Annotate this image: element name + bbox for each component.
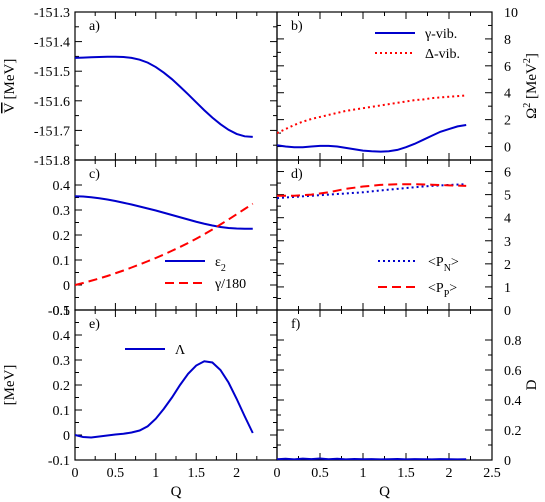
y-tick-label: 0.4 xyxy=(53,179,71,194)
legend-label: <PN> xyxy=(428,255,459,274)
series-line-b-1 xyxy=(277,94,467,134)
panel-label-a: a) xyxy=(89,19,100,34)
x-tick-label: 1 xyxy=(152,466,159,481)
y-tick-label: 1 xyxy=(504,281,511,296)
y-tick-label: -151.7 xyxy=(34,124,70,139)
x-tick-label: 1.5 xyxy=(397,466,415,481)
y-tick-label: 6 xyxy=(504,166,511,181)
series-line-f-0 xyxy=(277,457,467,460)
y-tick-label: 0 xyxy=(63,429,70,444)
x-tick-label: 0 xyxy=(72,466,79,481)
series-line-d-0 xyxy=(277,183,467,200)
y-tick-label: 2 xyxy=(504,114,511,129)
y-tick-label: 10 xyxy=(504,6,518,21)
y-tick-label: 4 xyxy=(504,87,511,102)
y-tick-label: 8 xyxy=(504,33,511,48)
y-tick-label: 0 xyxy=(504,304,511,319)
panel-frame-e xyxy=(74,309,278,461)
legend-label: Λ xyxy=(175,343,186,358)
y-tick-label: -151.3 xyxy=(34,6,70,21)
panel-c: -0.1 0 0.1 0.2 0.3 0.4 c) ε2 γ/180 xyxy=(48,159,278,319)
y-tick-label: 3 xyxy=(504,235,511,250)
panel-frame-a xyxy=(74,11,278,161)
y-axis-label-right: Ω2 [MeV2] xyxy=(522,53,540,119)
series-line-c-1 xyxy=(75,202,254,286)
x-tick-label: 2 xyxy=(446,466,453,481)
y-tick-label: 0.3 xyxy=(53,204,71,219)
series-line-b-0 xyxy=(277,124,467,153)
y-tick-label: 0.1 xyxy=(53,404,71,419)
x-tick-label: 0 xyxy=(274,466,281,481)
y-tick-label: 5 xyxy=(504,189,511,204)
x-axis-label: Q xyxy=(379,484,390,500)
x-axis-label: Q xyxy=(171,484,182,500)
y-tick-label: 0 xyxy=(504,454,511,469)
y-tick-label: 0.2 xyxy=(53,379,71,394)
y-tick-label: 6 xyxy=(504,60,511,75)
y-tick-label: 0.4 xyxy=(53,329,71,344)
panel-label-c: c) xyxy=(89,167,100,182)
panel-frame-f xyxy=(276,309,493,461)
panel-label-f: f) xyxy=(291,317,301,332)
x-tick-label: 2.5 xyxy=(483,466,501,481)
y-axis-label: V[MeV] xyxy=(2,59,18,114)
y-axis-label: [MeV] xyxy=(2,365,18,406)
panel-f: 0 0.2 0.4 0.6 0.8 0 0.5 1 1.5 2 2.5 Qf) D xyxy=(274,309,540,500)
legend-label: <PP> xyxy=(428,281,457,300)
y-axis-label-right: D xyxy=(524,379,540,390)
x-tick-label: 0.5 xyxy=(107,466,125,481)
x-tick-label: 1.5 xyxy=(187,466,205,481)
x-tick-label: 0.5 xyxy=(311,466,329,481)
panel-label-d: d) xyxy=(291,167,303,182)
y-tick-label: -151.6 xyxy=(34,95,70,110)
panel-d: 0 1 2 3 4 5 6 d) <PN> <PP> xyxy=(276,159,511,319)
y-tick-label: -0.1 xyxy=(48,454,70,469)
x-tick-label: 2 xyxy=(233,466,240,481)
series-line-c-0 xyxy=(75,195,253,230)
panel-a: -151.8 -151.7 -151.6 -151.5 -151.4 -151.3 a) V[… xyxy=(2,6,278,169)
legend-label: ε2 xyxy=(215,255,226,274)
series-line-a-0 xyxy=(75,55,253,138)
legend-label: γ-vib. xyxy=(424,27,457,42)
y-tick-label: 0.4 xyxy=(504,394,522,409)
y-tick-label: 0.6 xyxy=(504,364,522,379)
y-tick-label: 4 xyxy=(504,212,511,227)
y-tick-label: 0.2 xyxy=(504,424,522,439)
panel-e: -0.100.10.20.30.40.50 0.5 1 1.5 2Qe)[MeV]Λ xyxy=(2,304,278,500)
y-tick-label: 0.2 xyxy=(53,229,71,244)
panel-label-b: b) xyxy=(291,19,303,34)
y-tick-label: 0.1 xyxy=(53,254,71,269)
panel-frame-c xyxy=(74,159,278,311)
x-tick-label: 1 xyxy=(360,466,367,481)
y-tick-label: 2 xyxy=(504,258,511,273)
legend-label: γ/180 xyxy=(214,277,246,292)
y-tick-label: 0 xyxy=(504,141,511,156)
y-tick-label: 0.8 xyxy=(504,334,522,349)
legend-label: Δ-vib. xyxy=(425,47,460,62)
panel-frame-b xyxy=(276,11,493,161)
y-tick-label: 0.5 xyxy=(53,304,71,319)
y-tick-label: -0.1 xyxy=(48,304,70,319)
y-tick-label: 0.3 xyxy=(53,354,71,369)
y-tick-label: -151.5 xyxy=(34,65,70,80)
y-tick-label: -151.4 xyxy=(34,36,70,51)
series-line-e-0 xyxy=(75,360,254,439)
series-line-d-1 xyxy=(277,183,467,197)
panel-label-e: e) xyxy=(89,317,100,332)
panel-b: 0 2 4 6 8 10 b) Ω2 [MeV2] γ-vib. Δ-vib. xyxy=(276,6,540,161)
y-tick-label: -151.8 xyxy=(34,154,70,169)
y-tick-label: 0 xyxy=(63,279,70,294)
